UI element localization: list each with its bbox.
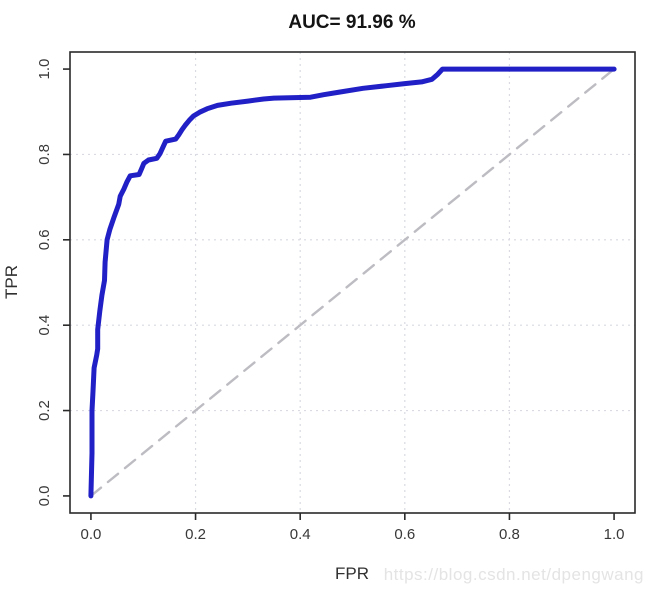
y-axis-label: TPR <box>2 265 21 299</box>
y-tick-label: 0.8 <box>36 144 53 165</box>
series-layer <box>88 66 617 499</box>
x-axis-label: FPR <box>335 564 369 583</box>
watermark-text: https://blog.csdn.net/dpengwang <box>384 565 644 584</box>
x-tick-label: 0.6 <box>394 526 415 543</box>
x-tick-label: 0.8 <box>499 526 520 543</box>
roc-curve-line <box>88 66 617 499</box>
y-tick-label: 0.0 <box>36 485 53 506</box>
chance-diagonal-line <box>89 67 616 498</box>
x-tick-label: 0.2 <box>185 526 206 543</box>
chart-title: AUC= 91.96 % <box>288 12 415 33</box>
x-tick-label: 0.4 <box>290 526 311 543</box>
axis-tick-labels: 0.0 0.2 0.4 0.6 0.8 1.0 0.0 0.2 0.4 0.6 0.8 1.0 <box>36 59 625 543</box>
axis-ticks <box>63 68 615 520</box>
y-tick-label: 0.4 <box>36 315 53 336</box>
plot-box <box>69 51 636 514</box>
y-tick-label: 0.2 <box>36 400 53 421</box>
y-tick-label: 1.0 <box>36 59 53 80</box>
x-tick-label: 0.0 <box>80 526 101 543</box>
gridlines <box>70 52 635 513</box>
x-tick-label: 1.0 <box>604 526 625 543</box>
y-tick-label: 0.6 <box>36 229 53 250</box>
